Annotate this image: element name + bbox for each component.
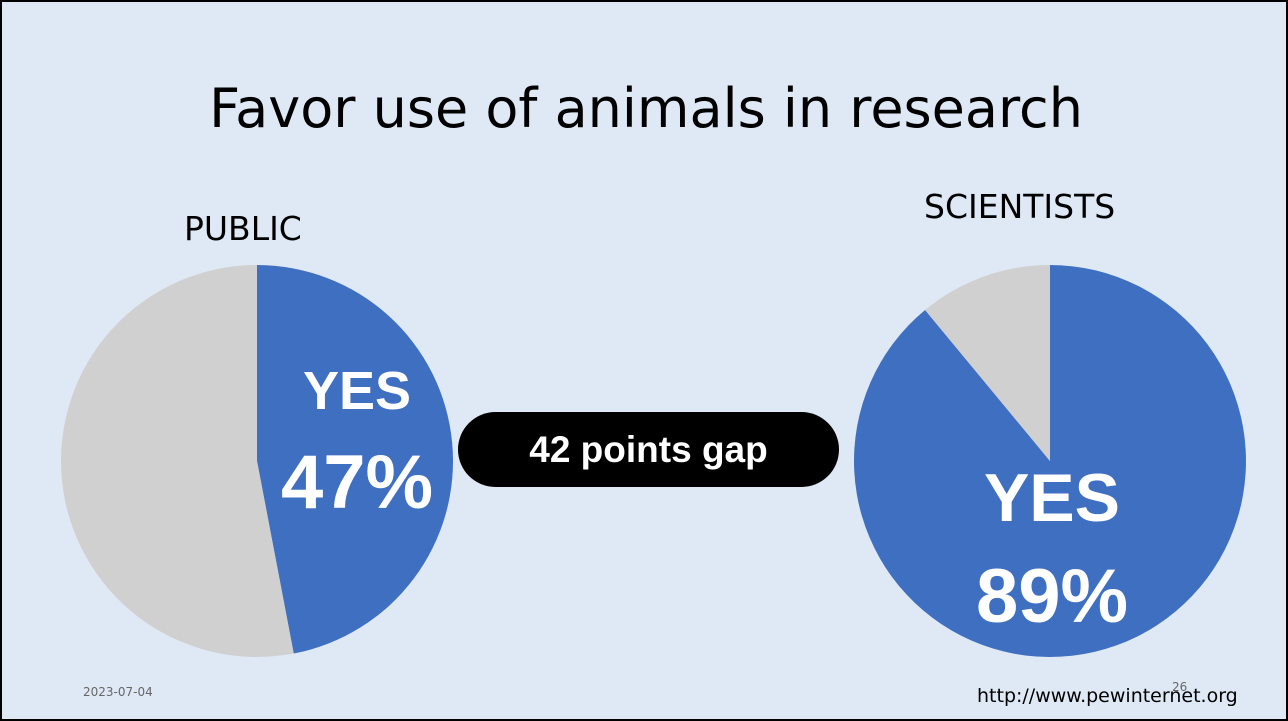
gap-badge-label: 42 points gap [529,428,768,470]
public-yes-label: YES [302,361,412,421]
source-url: http://www.pewinternet.org [977,685,1238,707]
public-slice-other [61,265,294,657]
scientists-percent-label: 89% [975,554,1129,639]
scientists-slice-other [925,265,1050,461]
public-percent-label: 47% [280,440,434,525]
scientists-pie-title: SCIENTISTS [924,187,1116,226]
scientists-yes-label: YES [983,460,1121,536]
gap-badge: 42 points gap [458,412,839,487]
footer-date: 2023-07-04 [83,685,153,699]
page-number: 26 [1172,680,1188,694]
slide-title: Favor use of animals in research [209,77,1083,140]
public-pie-title: PUBLIC [184,209,302,248]
public-slice-yes [257,265,454,654]
